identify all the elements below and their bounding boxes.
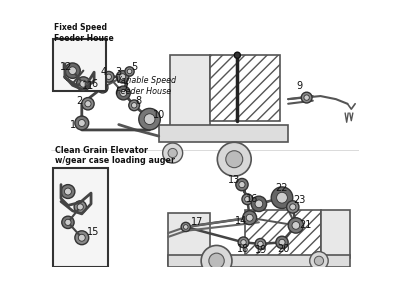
Text: 18: 18: [237, 244, 250, 254]
Text: 6: 6: [92, 79, 98, 89]
Circle shape: [181, 222, 190, 232]
Circle shape: [245, 196, 250, 202]
Text: Clean Grain Elevator
w/gear case loading auger: Clean Grain Elevator w/gear case loading…: [55, 146, 175, 165]
Text: 23: 23: [293, 195, 305, 205]
Circle shape: [103, 71, 114, 82]
Circle shape: [76, 77, 90, 91]
Circle shape: [127, 69, 132, 74]
FancyBboxPatch shape: [159, 125, 288, 142]
FancyBboxPatch shape: [210, 55, 280, 121]
Circle shape: [234, 52, 240, 58]
FancyBboxPatch shape: [52, 168, 108, 267]
Text: 22: 22: [276, 183, 288, 193]
Circle shape: [242, 194, 253, 205]
Circle shape: [74, 201, 86, 213]
Circle shape: [168, 148, 177, 158]
Circle shape: [116, 70, 129, 83]
Circle shape: [77, 204, 83, 210]
Circle shape: [120, 74, 126, 80]
Text: 7: 7: [122, 82, 129, 93]
Text: Variable Speed
Feeder House: Variable Speed Feeder House: [116, 76, 176, 96]
Circle shape: [301, 92, 312, 103]
Text: Fixed Speed
Feeder House: Fixed Speed Feeder House: [54, 23, 114, 43]
Circle shape: [201, 245, 232, 276]
Circle shape: [287, 201, 299, 213]
Circle shape: [65, 63, 80, 78]
Circle shape: [217, 142, 251, 176]
Text: 8: 8: [135, 96, 141, 106]
Circle shape: [288, 218, 304, 233]
Circle shape: [62, 216, 74, 229]
FancyBboxPatch shape: [170, 55, 210, 128]
Circle shape: [292, 222, 300, 229]
Circle shape: [163, 143, 183, 163]
Circle shape: [75, 116, 89, 130]
Circle shape: [64, 188, 72, 195]
Circle shape: [226, 151, 243, 168]
Text: 13: 13: [228, 175, 240, 185]
Circle shape: [144, 114, 155, 124]
Circle shape: [100, 85, 105, 90]
Circle shape: [246, 214, 253, 221]
Circle shape: [139, 108, 160, 130]
Circle shape: [243, 211, 256, 225]
Circle shape: [236, 178, 248, 191]
FancyBboxPatch shape: [168, 255, 350, 267]
Circle shape: [258, 241, 263, 247]
Circle shape: [184, 225, 188, 229]
Circle shape: [251, 196, 266, 212]
Text: 19: 19: [255, 245, 267, 255]
Circle shape: [69, 67, 76, 74]
Text: 9: 9: [297, 81, 303, 91]
Text: 20: 20: [277, 244, 290, 254]
Text: 14: 14: [235, 216, 247, 226]
Text: 15: 15: [87, 227, 100, 237]
Circle shape: [78, 119, 85, 127]
Text: 16: 16: [246, 194, 258, 204]
Circle shape: [80, 80, 87, 87]
Circle shape: [132, 103, 137, 108]
Circle shape: [304, 95, 309, 100]
Circle shape: [255, 238, 266, 249]
Circle shape: [120, 89, 127, 96]
Circle shape: [82, 98, 94, 110]
Circle shape: [106, 74, 112, 80]
Text: 12: 12: [60, 62, 72, 72]
Text: 11: 11: [82, 81, 94, 91]
Text: 17: 17: [191, 217, 204, 226]
FancyBboxPatch shape: [52, 39, 106, 92]
Text: 5: 5: [131, 62, 137, 72]
Text: 2: 2: [76, 96, 83, 106]
FancyBboxPatch shape: [320, 210, 350, 258]
Circle shape: [125, 67, 134, 76]
Text: 4: 4: [100, 67, 106, 77]
Circle shape: [314, 256, 324, 266]
Circle shape: [239, 182, 245, 188]
Circle shape: [290, 204, 296, 210]
FancyBboxPatch shape: [245, 210, 320, 258]
Circle shape: [78, 234, 85, 241]
Circle shape: [75, 231, 89, 245]
Text: 1: 1: [70, 120, 76, 130]
Circle shape: [116, 86, 130, 100]
Circle shape: [276, 236, 288, 248]
Circle shape: [61, 184, 75, 199]
Circle shape: [279, 239, 285, 245]
Circle shape: [255, 200, 263, 208]
Circle shape: [129, 100, 140, 111]
Circle shape: [97, 82, 108, 93]
Text: 3: 3: [115, 67, 121, 77]
Circle shape: [238, 237, 249, 248]
Circle shape: [277, 192, 287, 203]
Circle shape: [241, 240, 246, 245]
Text: 10: 10: [153, 110, 165, 120]
Circle shape: [271, 187, 293, 208]
Text: 21: 21: [299, 220, 311, 230]
Circle shape: [209, 253, 224, 268]
Circle shape: [85, 101, 91, 107]
Circle shape: [65, 219, 71, 225]
FancyBboxPatch shape: [168, 213, 210, 266]
Circle shape: [310, 252, 328, 270]
